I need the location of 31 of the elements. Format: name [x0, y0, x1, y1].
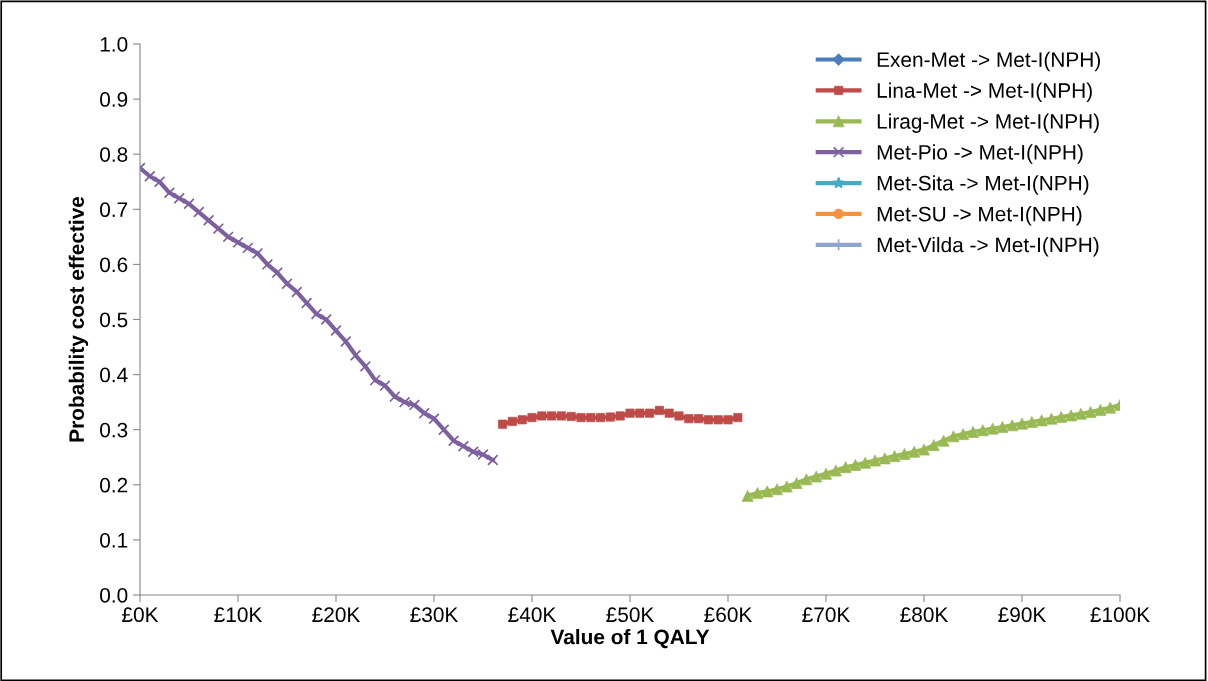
y-tick-label: 0.1	[100, 532, 128, 548]
x-tick-label: £60K	[704, 607, 753, 623]
y-tick-label: 1.0	[100, 37, 128, 52]
y-tick-label: 0.4	[100, 367, 128, 383]
legend-label: Lina-Met -> Met-I(NPH)	[877, 82, 1092, 103]
y-tick-label: 0.0	[100, 588, 128, 603]
x-tick-label: £10K	[214, 607, 263, 623]
legend-label: Met-Pio -> Met-I(NPH)	[877, 144, 1083, 164]
legend-label: Met-Sita -> Met-I(NPH)	[877, 175, 1089, 195]
x-tick-label: £80K	[900, 607, 949, 623]
y-tick-label: 0.3	[100, 422, 128, 438]
legend-label: Met-SU -> Met-I(NPH)	[877, 206, 1082, 226]
x-tick-label: £90K	[998, 607, 1047, 623]
y-tick-label: 0.9	[100, 92, 128, 107]
x-tick-label: £30K	[410, 607, 459, 623]
x-tick-label: £20K	[312, 607, 361, 623]
x-tick-label: £100K	[1090, 607, 1150, 623]
legend-label: Exen-Met -> Met-I(NPH)	[877, 51, 1100, 72]
y-axis-title: Probability cost effective	[68, 196, 89, 442]
x-tick-label: £40K	[508, 607, 557, 623]
legend-label: Lirag-Met -> Met-I(NPH)	[877, 113, 1099, 133]
legend-label: Met-Vilda -> Met-I(NPH)	[877, 237, 1099, 257]
y-tick-label: 0.8	[100, 147, 128, 162]
y-tick-label: 0.6	[100, 257, 128, 273]
x-tick-label: £70K	[802, 607, 851, 623]
y-tick-label: 0.5	[100, 312, 128, 328]
x-axis-title: Value of 1 QALY	[550, 629, 710, 649]
y-tick-label: 0.2	[100, 477, 128, 493]
y-tick-label: 0.7	[100, 202, 128, 218]
x-tick-label: £50K	[606, 607, 655, 623]
x-tick-label: £0K	[122, 607, 159, 623]
